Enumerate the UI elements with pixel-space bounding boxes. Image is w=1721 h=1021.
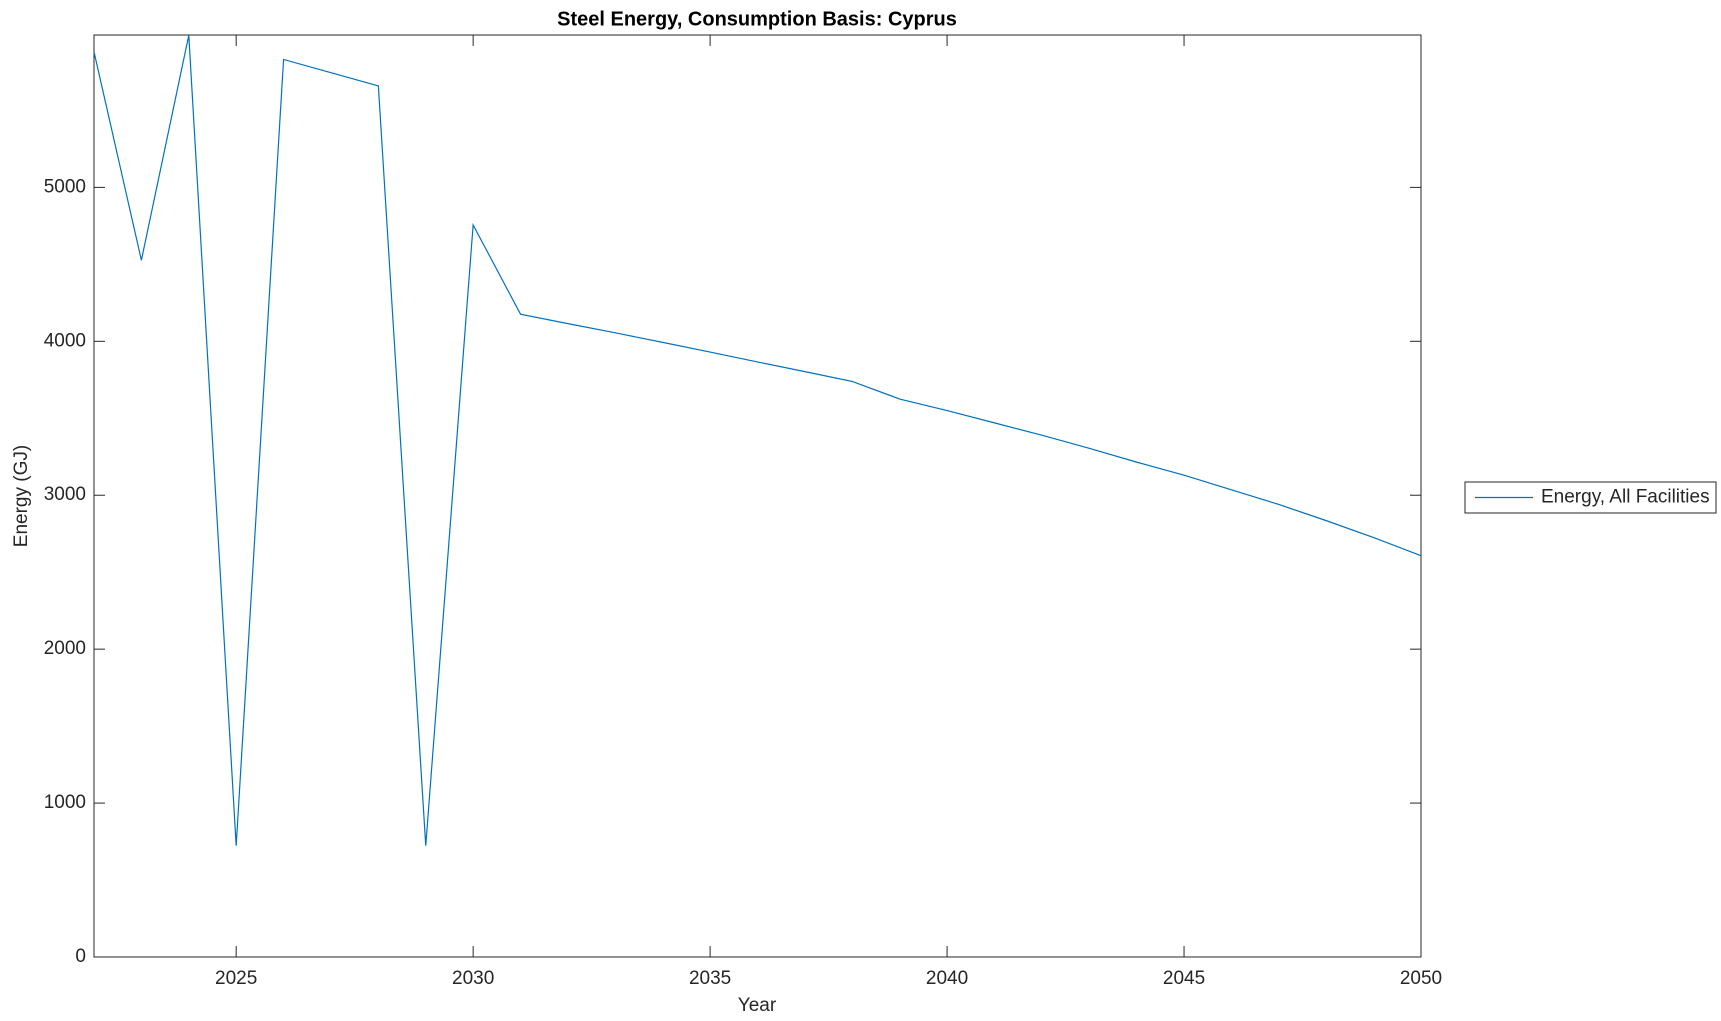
x-tick-label: 2035 — [689, 968, 731, 989]
y-tick-label: 2000 — [44, 638, 86, 659]
x-axis-label: Year — [738, 995, 777, 1016]
data-line — [93, 35, 1422, 846]
x-tick-label: 2045 — [1163, 968, 1205, 989]
y-tick-label: 4000 — [44, 330, 86, 351]
chart-title: Steel Energy, Consumption Basis: Cyprus — [557, 8, 957, 30]
x-tick-label: 2030 — [452, 968, 494, 989]
y-tick-label: 1000 — [44, 792, 86, 813]
plot-area — [93, 34, 1422, 958]
x-tick-label: 2050 — [1400, 968, 1442, 989]
y-axis-label: Energy (GJ) — [11, 445, 32, 547]
x-tick-label: 2040 — [926, 968, 968, 989]
legend-label: Energy, All Facilities — [1541, 487, 1710, 508]
y-tick-label: 0 — [75, 946, 86, 967]
y-tick-label: 3000 — [44, 484, 86, 505]
y-tick-label: 5000 — [44, 176, 86, 197]
x-tick-label: 2025 — [215, 968, 257, 989]
